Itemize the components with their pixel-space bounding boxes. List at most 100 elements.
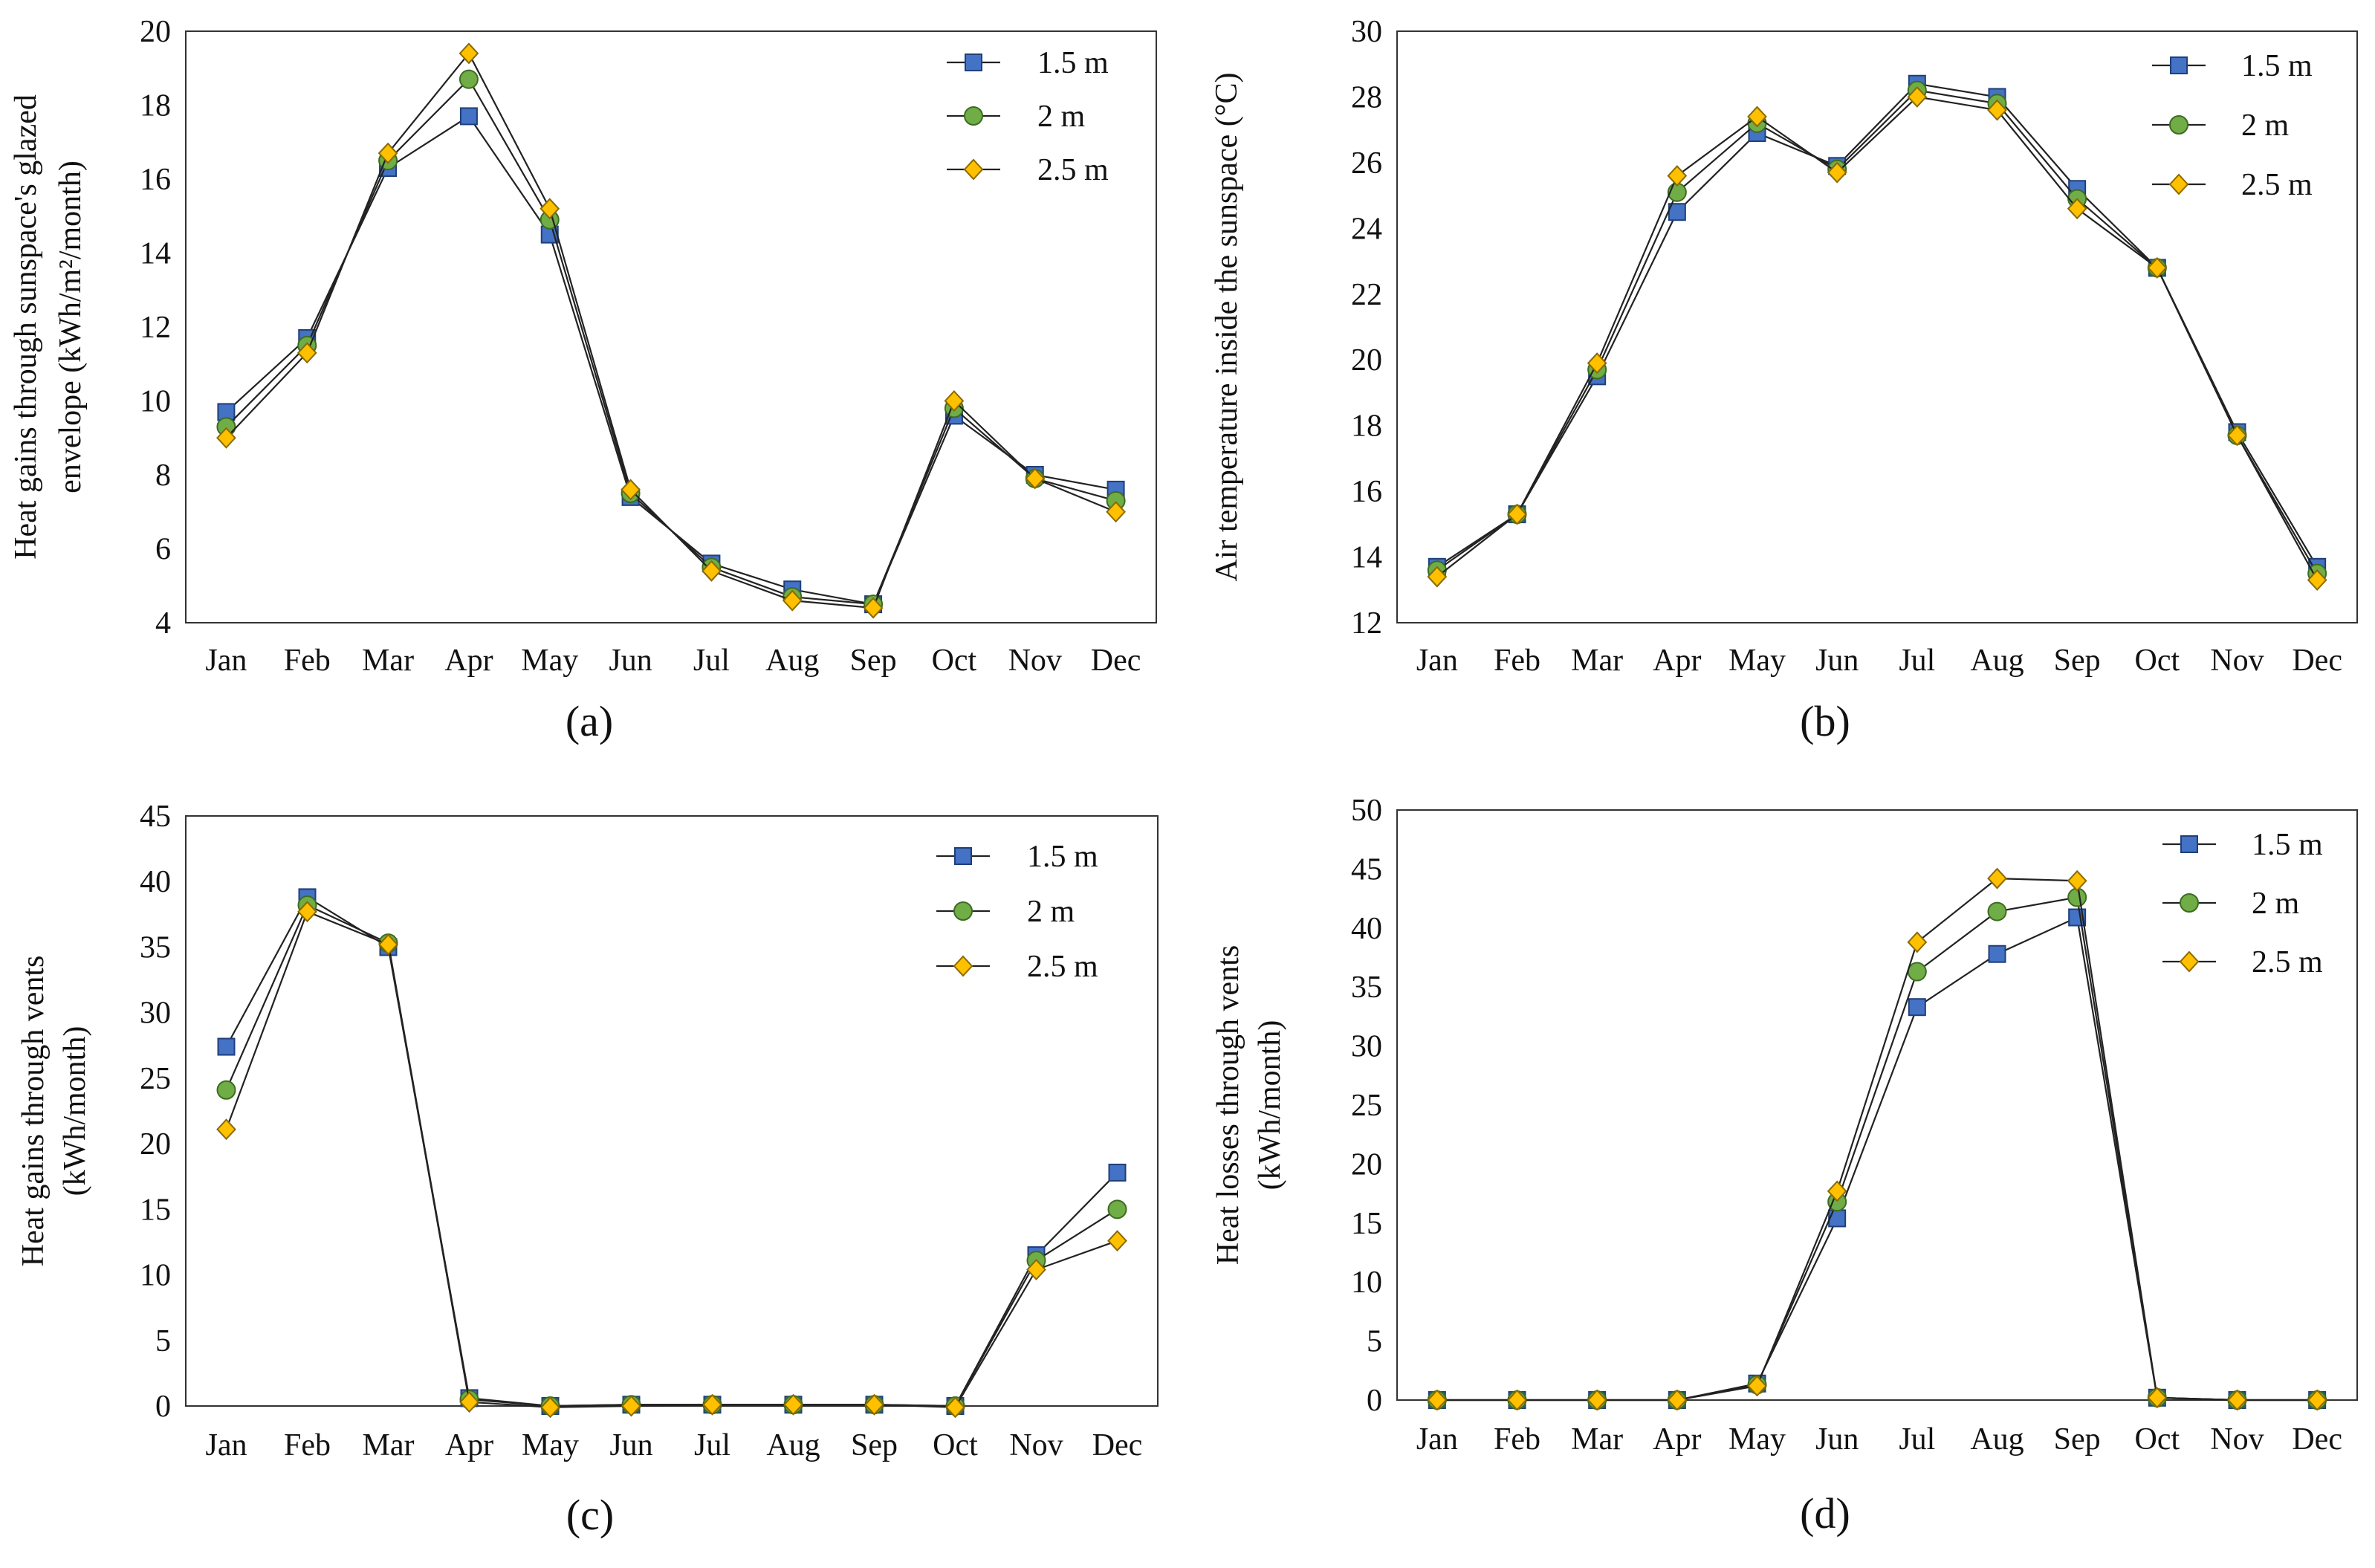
y-tick-label: 16 [140, 163, 171, 197]
data-point-2-5-m [2147, 256, 2168, 279]
data-point-2-5-m [378, 142, 398, 164]
data-point-2-5-m [782, 589, 803, 612]
legend-label: 2.5 m [2241, 168, 2313, 202]
legend-marker-2-m [953, 901, 973, 921]
x-tick-label: May [1728, 1422, 1786, 1457]
legend-label: 1.5 m [1037, 46, 1109, 80]
data-point-2-5-m [863, 597, 884, 619]
data-point-2-5-m [702, 560, 722, 582]
legend-label: 2.5 m [2252, 945, 2323, 979]
x-tick-label: Jul [694, 1428, 730, 1462]
x-tick-label: May [521, 644, 578, 678]
legend-marker-2-5-m [963, 158, 984, 181]
y-axis-title: (kWh/month) [58, 1026, 92, 1196]
legend-label: 1.5 m [1027, 840, 1098, 874]
data-point-2-5-m [540, 1396, 560, 1419]
legend-label: 2 m [2252, 887, 2300, 921]
x-tick-label: Jan [205, 644, 247, 678]
y-tick-label: 18 [140, 89, 171, 123]
series-2-5-m [1427, 85, 2327, 591]
x-tick-label: Apr [444, 644, 493, 678]
data-point-2-5-m [1587, 352, 1607, 375]
x-tick-label: Jul [1899, 1422, 1935, 1457]
data-point-2-5-m [783, 1393, 803, 1416]
y-tick-label: 30 [1351, 1030, 1382, 1064]
legend-label: 2 m [2241, 108, 2290, 143]
data-point-2-5-m [1827, 1180, 1847, 1202]
data-point-2-5-m [945, 1396, 965, 1419]
x-tick-label: Sep [2054, 1422, 2101, 1457]
x-tick-label: Apr [1653, 644, 1701, 678]
data-point-2-5-m [378, 933, 398, 956]
data-point-2-5-m [2147, 1387, 2168, 1409]
y-tick-label: 20 [1351, 343, 1382, 378]
y-tick-label: 5 [1367, 1325, 1382, 1359]
y-tick-label: 40 [1351, 912, 1382, 946]
y-tick-label: 4 [155, 606, 171, 641]
data-point-2-5-m [1747, 1375, 1767, 1397]
y-axis-title: envelope (kWh/m²/month) [54, 161, 88, 493]
y-tick-label: 20 [140, 1127, 171, 1162]
chart-panel-a: 4 6 8 10 12 14 16 18 20 Jan Feb Mar Apr May Jun Jul Aug S… [9, 15, 1157, 745]
x-tick-label: Mar [1571, 644, 1623, 678]
x-tick-label: Aug [1970, 1422, 2024, 1457]
legend-marker-1-5-m [965, 54, 982, 71]
data-point-1-5-m [1828, 1209, 1847, 1228]
x-tick-label: May [1728, 644, 1786, 678]
legend-marker-2-m [2180, 893, 2199, 913]
series-2-5-m [216, 901, 1127, 1419]
y-tick-label: 15 [1351, 1207, 1382, 1241]
legend: 1.5 m 2 m 2.5 m [936, 840, 1098, 984]
legend-marker-2-5-m [953, 955, 973, 977]
y-axis-title: (kWh/month) [1253, 1020, 1287, 1190]
series-line-2-m [225, 77, 1116, 606]
y-tick-label: 0 [155, 1390, 171, 1424]
series-2-m [1427, 80, 2327, 583]
data-point-2-m [1907, 962, 1927, 982]
legend-marker-2-m [2169, 115, 2188, 135]
y-tick-label: 24 [1351, 212, 1382, 246]
x-tick-label: Aug [766, 1428, 820, 1462]
panel-label: (b) [1800, 697, 1850, 745]
x-tick-label: Dec [2292, 1422, 2342, 1457]
data-point-2-5-m [2067, 869, 2087, 892]
y-tick-label: 10 [140, 385, 171, 419]
chart-panel-d: 0 5 10 15 20 25 30 35 40 45 50 Jan Feb Mar Apr May Jun Ju… [1211, 794, 2358, 1538]
x-tick-label: Oct [933, 1428, 978, 1462]
y-tick-label: 8 [155, 459, 171, 493]
data-point-2-5-m [2307, 569, 2327, 591]
y-tick-label: 25 [1351, 1089, 1382, 1123]
x-tick-label: Jun [609, 1428, 652, 1462]
series-line-2-5-m [1436, 877, 2318, 1402]
x-tick-label: Dec [2292, 644, 2342, 678]
legend-label: 2 m [1037, 100, 1086, 134]
data-point-1-5-m [217, 1037, 236, 1056]
x-tick-label: Jun [609, 644, 652, 678]
x-tick-label: Nov [1009, 1428, 1063, 1462]
data-point-2-5-m [1667, 165, 1688, 187]
data-point-2-5-m [216, 1118, 236, 1141]
y-tick-label: 20 [140, 15, 171, 49]
data-point-2-5-m [2227, 1389, 2247, 1411]
data-point-2-5-m [1106, 501, 1126, 523]
series-2-m [216, 895, 1127, 1416]
x-tick-label: Apr [445, 1428, 493, 1462]
x-tick-label: Oct [2135, 1422, 2180, 1457]
x-tick-label: Dec [1091, 644, 1141, 678]
series-2-5-m [216, 42, 1126, 619]
y-tick-label: 45 [1351, 852, 1382, 887]
x-tick-label: Feb [1494, 1422, 1540, 1457]
data-point-1-5-m [1988, 945, 2006, 963]
data-point-2-5-m [1026, 1259, 1046, 1280]
y-axis-title: Air temperature inside the sunspace (°C) [1210, 72, 1244, 581]
x-tick-label: Jan [1416, 1422, 1458, 1457]
plot-area-frame [185, 30, 1157, 623]
plot-area-frame [1396, 30, 2358, 623]
y-tick-label: 15 [140, 1193, 171, 1227]
panel-label: (a) [566, 697, 613, 745]
legend-label: 1.5 m [2252, 828, 2323, 862]
legend-marker-2-m [964, 106, 983, 126]
x-tick-label: Sep [2054, 644, 2101, 678]
legend-label: 1.5 m [2241, 49, 2313, 83]
y-tick-label: 26 [1351, 146, 1382, 181]
